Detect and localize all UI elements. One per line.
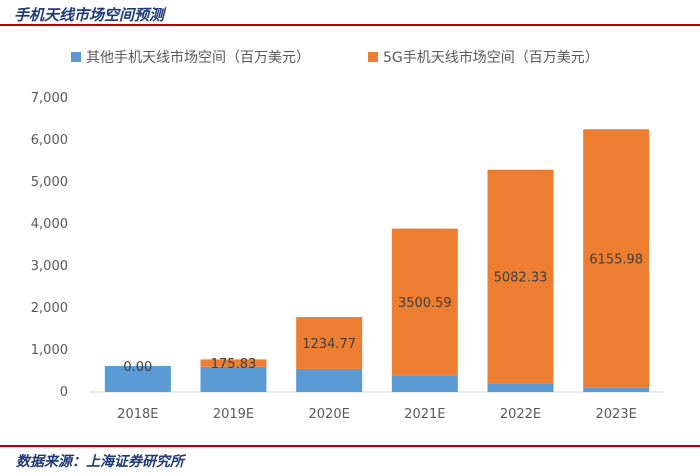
data-label: 175.83 xyxy=(211,357,257,372)
x-tick-label: 2018E xyxy=(117,407,158,422)
legend-swatch-other xyxy=(71,52,81,62)
data-label: 0.00 xyxy=(123,360,152,375)
stacked-bar-chart: 其他手机天线市场空间（百万美元） 5G手机天线市场空间（百万美元） 0 1,000… xyxy=(31,49,664,422)
bars xyxy=(104,129,650,392)
data-label: 1234.77 xyxy=(302,337,356,352)
bar-segment-other xyxy=(391,375,458,392)
x-tick-label: 2020E xyxy=(309,407,350,422)
data-label: 5082.33 xyxy=(494,270,548,285)
y-axis: 0 1,000 2,000 3,000 4,000 5,000 6,000 7,000 xyxy=(31,91,68,400)
y-tick-label: 6,000 xyxy=(31,133,68,148)
y-tick-label: 7,000 xyxy=(31,91,68,106)
data-labels: 0.00 175.83 1234.77 3500.59 5082.33 6155.98 xyxy=(123,253,643,375)
bar-segment-other xyxy=(296,368,363,392)
y-tick-label: 4,000 xyxy=(31,217,68,232)
data-label: 6155.98 xyxy=(589,253,643,268)
bar-segment-other xyxy=(200,366,267,392)
y-tick-label: 0 xyxy=(60,385,68,400)
x-axis: 2018E 2019E 2020E 2021E 2022E 2023E xyxy=(117,407,637,422)
bar-segment-5g xyxy=(391,228,458,376)
bar-segment-other xyxy=(487,383,554,392)
legend-label-other: 其他手机天线市场空间（百万美元） xyxy=(86,49,310,66)
legend-swatch-5g xyxy=(368,52,378,62)
page-title: 手机天线市场空间预测 xyxy=(14,6,165,24)
source-note: 数据来源：上海证券研究所 xyxy=(16,454,184,470)
bar-segment-other xyxy=(583,387,650,392)
x-tick-label: 2023E xyxy=(596,407,637,422)
y-tick-label: 5,000 xyxy=(31,175,68,190)
bar-segment-other xyxy=(104,365,171,392)
footer-divider xyxy=(0,445,700,447)
data-label: 3500.59 xyxy=(398,296,452,311)
bar-segment-5g xyxy=(487,169,554,384)
x-tick-label: 2021E xyxy=(404,407,445,422)
y-tick-label: 2,000 xyxy=(31,301,68,316)
bar-segment-5g xyxy=(583,129,650,388)
legend: 其他手机天线市场空间（百万美元） 5G手机天线市场空间（百万美元） xyxy=(71,49,599,66)
x-tick-label: 2019E xyxy=(213,407,254,422)
y-tick-label: 1,000 xyxy=(31,343,68,358)
x-tick-label: 2022E xyxy=(500,407,541,422)
legend-label-5g: 5G手机天线市场空间（百万美元） xyxy=(383,49,599,66)
bar-segment-5g xyxy=(296,317,363,369)
bar-segment-5g xyxy=(200,359,267,367)
y-tick-label: 3,000 xyxy=(31,259,68,274)
title-divider xyxy=(0,24,700,26)
